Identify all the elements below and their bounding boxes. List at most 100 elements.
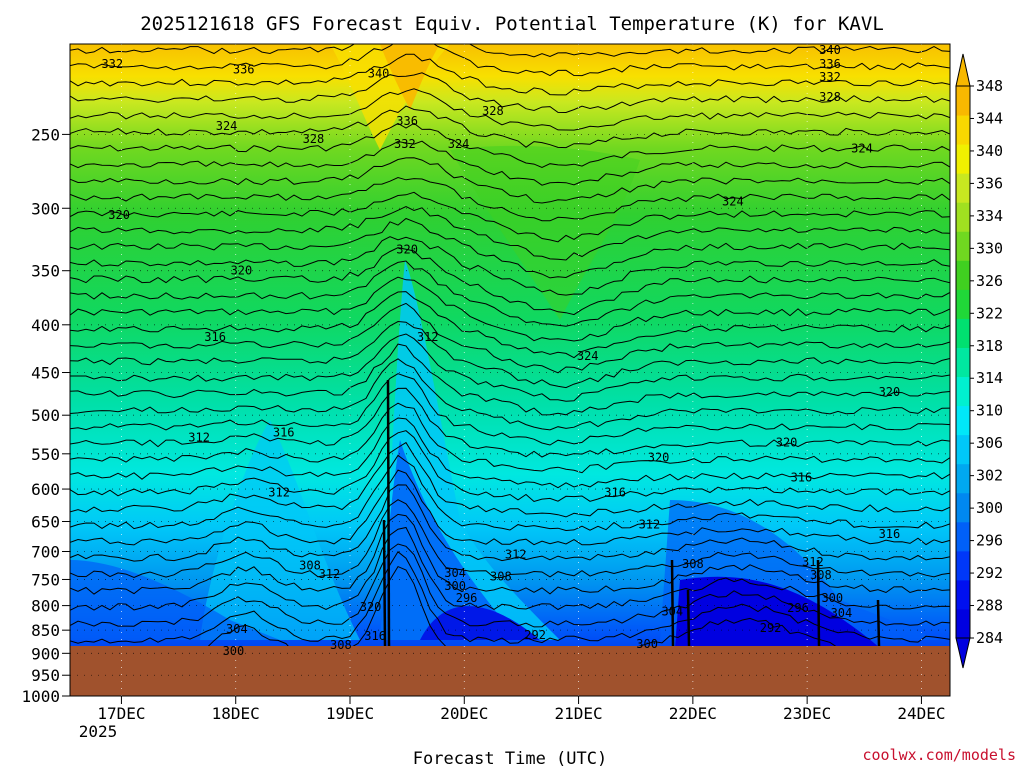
contour-label: 292	[760, 621, 782, 635]
isentrope-line	[70, 291, 950, 359]
contour-label: 324	[851, 142, 873, 156]
contour-label: 316	[204, 330, 226, 344]
colorbar-tick-label: 322	[976, 304, 1003, 322]
colorbar-tick-label: 314	[976, 369, 1003, 387]
contour-label: 324	[216, 119, 238, 133]
colorbar-swatch	[956, 521, 970, 552]
colorbar-swatch	[956, 492, 970, 523]
upper-trough	[450, 145, 640, 320]
isentrope-line	[70, 320, 950, 389]
colorbar-tick-label: 306	[976, 434, 1003, 452]
credit-label: coolwx.com/models	[862, 746, 1016, 764]
isentrope-line	[70, 302, 950, 374]
colorbar-swatch	[956, 231, 970, 261]
contour-label: 312	[417, 330, 439, 344]
x-tick-label: 19DEC	[326, 704, 374, 723]
x-tick-label: 23DEC	[783, 704, 831, 723]
contour-label: 304	[226, 622, 248, 636]
colorbar-swatch	[956, 202, 970, 232]
y-tick-label: 350	[31, 262, 60, 281]
isentrope-line	[70, 260, 950, 327]
y-tick-label: 950	[31, 666, 60, 685]
contour-label: 300	[444, 579, 466, 593]
isentrope-streak	[816, 559, 821, 647]
colorbar-swatch	[956, 289, 970, 319]
y-tick-label: 700	[31, 543, 60, 562]
colorbar-swatch	[956, 463, 970, 494]
y-tick-label: 900	[31, 644, 60, 663]
contour-label: 316	[604, 485, 626, 499]
isentrope-line	[70, 454, 950, 532]
contour-label: 336	[819, 57, 841, 71]
colorbar-tick-label: 310	[976, 402, 1003, 420]
isentrope-line	[70, 551, 950, 644]
contour-label: 320	[396, 242, 418, 256]
x-tick-label: 21DEC	[554, 704, 602, 723]
y-tick-label: 300	[31, 199, 60, 218]
contour-label: 332	[394, 137, 416, 151]
isentrope-line	[70, 513, 950, 595]
colorbar-min-arrow	[955, 637, 971, 669]
isentrope-line	[70, 122, 950, 168]
colorbar-tick-label: 348	[976, 77, 1003, 95]
y-tick-label: 850	[31, 621, 60, 640]
isentrope-line	[70, 191, 950, 243]
contour-label: 320	[360, 600, 382, 614]
contour-label: 340	[819, 43, 841, 57]
y-tick-label: 800	[31, 597, 60, 616]
colorbar-tick-label: 318	[976, 337, 1003, 355]
isentrope-streak	[386, 379, 391, 647]
ground-mask	[70, 646, 950, 696]
contour-label: 324	[577, 349, 599, 363]
contour-label: 304	[661, 605, 683, 619]
contour-label: 312	[319, 567, 341, 581]
contour-label: 316	[273, 426, 295, 440]
contour-label: 316	[879, 527, 901, 541]
contour-label: 312	[505, 547, 527, 561]
y-tick-label: 1000	[21, 687, 60, 706]
contour-label: 308	[490, 570, 512, 584]
colorbar-tick-label: 302	[976, 467, 1003, 485]
contour-label: 340	[368, 66, 390, 80]
contour-label: 316	[364, 629, 386, 643]
isentrope-line	[70, 44, 950, 58]
contour-label: 328	[819, 90, 841, 104]
x-year-label: 2025	[79, 722, 118, 741]
colorbar-tick-label: 288	[976, 597, 1003, 615]
cold-pool-20dec	[420, 606, 540, 640]
contour-label: 304	[831, 606, 853, 620]
x-axis-label: Forecast Time (UTC)	[413, 749, 607, 768]
contour-label: 320	[108, 208, 130, 222]
plot-frame	[69, 43, 951, 697]
colorbar-swatch	[956, 86, 970, 116]
contour-label: 332	[101, 57, 123, 71]
isentrope-line	[70, 373, 950, 446]
colorbar-swatch	[956, 144, 970, 174]
colorbar-tick-label: 300	[976, 499, 1003, 517]
contour-label: 300	[821, 591, 843, 605]
cool-region-17dec	[70, 560, 280, 640]
chart-title: 2025121618 GFS Forecast Equiv. Potential…	[140, 13, 884, 35]
contour-label: 308	[810, 568, 832, 582]
contour-label: 328	[303, 132, 325, 146]
contour-label: 300	[223, 644, 245, 658]
contour-label: 316	[791, 470, 813, 484]
contour-label: 312	[188, 430, 210, 444]
contour-label: 308	[330, 638, 352, 652]
contour-label: 308	[299, 559, 321, 573]
colorbar: 348 344 340 336 334 330 326 322 318 314 310 306 302 3…	[955, 53, 1003, 669]
colorbar-tick-label: 344	[976, 109, 1003, 127]
isentrope-line	[70, 276, 950, 342]
contour-label: 312	[639, 518, 661, 532]
y-tick-label: 250	[31, 125, 60, 144]
colorbar-tick-label: 340	[976, 142, 1003, 160]
colorbar-swatch	[956, 376, 970, 407]
contour-label: 304	[444, 566, 466, 580]
x-tick-label: 22DEC	[669, 704, 717, 723]
isentrope-line	[70, 402, 950, 474]
colorbar-tick-label: 292	[976, 564, 1003, 582]
colorbar-swatch	[956, 115, 970, 145]
y-tick-label: 750	[31, 570, 60, 589]
colorbar-swatch	[956, 405, 970, 436]
